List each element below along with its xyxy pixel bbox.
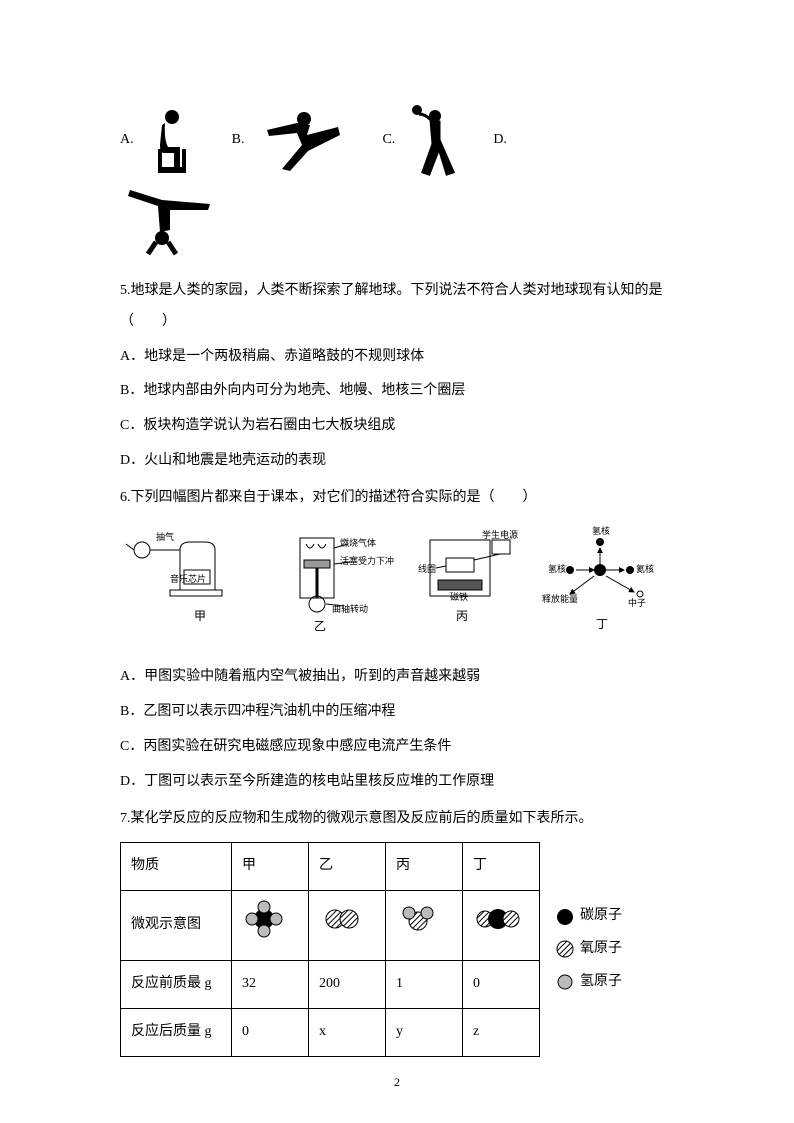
q7-stem: 7.某化学反应的反应物和生成物的微观示意图及反应前后的质量如下表所示。	[120, 804, 674, 835]
q6-label-magnet: 磁铁	[450, 591, 468, 602]
q7-legend-oxygen-label: 氧原子	[580, 934, 622, 965]
q7-micro-yi	[309, 891, 386, 961]
q6-label-shaft: 曲轴转动	[332, 603, 368, 614]
q7-legend-oxygen: 氧原子	[556, 934, 622, 965]
q5-stem: 5.地球是人类的家园，人类不断探索了解地球。下列说法不符合人类对地球现有认知的是…	[120, 276, 674, 338]
q4-figure-d	[120, 186, 220, 256]
q7-before-bing: 1	[386, 960, 463, 1008]
q6-label-piston: 活塞受力下冲	[340, 555, 394, 566]
q6-option-b: B．乙图可以表示四冲程汽油机中的压缩冲程	[120, 697, 674, 728]
q7-micro-jia	[232, 891, 309, 961]
q6-label-coil: 线圈	[418, 563, 436, 574]
q7-h-bing: 丙	[386, 843, 463, 891]
q7-after-jia: 0	[232, 1008, 309, 1056]
q7-legend-hydrogen: 氢原子	[556, 967, 622, 998]
q7-row-before: 反应前质最 g	[121, 960, 232, 1008]
q4-figure-b	[252, 105, 352, 175]
q4-label-a: A.	[120, 125, 134, 156]
q4-figure-c	[403, 100, 463, 180]
q4-label-c: C.	[382, 125, 395, 156]
page-number: 2	[0, 1069, 794, 1095]
q6-stem: 6.下列四幅图片都来自于课本，对它们的描述符合实际的是（ ）	[120, 483, 674, 514]
q4-figure-a	[142, 105, 202, 175]
q7-before-ding: 0	[463, 960, 540, 1008]
q7-micro-bing	[386, 891, 463, 961]
q7-after-bing: y	[386, 1008, 463, 1056]
q4-option-b: B.	[232, 105, 353, 175]
q7-table: 物质 甲 乙 丙 丁 碳原子 氧原子	[120, 842, 632, 1056]
q5-option-c: C．板块构造学说认为岩石圈由七大板块组成	[120, 411, 674, 442]
q6-option-d: D．丁图可以表示至今所建造的核电站里核反应堆的工作原理	[120, 767, 674, 798]
q6-label-neutron: 中子	[628, 597, 646, 608]
q6-label-henuc: 氦核	[636, 563, 654, 574]
q6-label-hnuc-top: 氢核	[592, 525, 610, 536]
q4-option-d: D.	[493, 125, 515, 156]
q6-option-c: C．丙图实验在研究电磁感应现象中感应电流产生条件	[120, 732, 674, 763]
q7-before-yi: 200	[309, 960, 386, 1008]
q4-label-b: B.	[232, 125, 245, 156]
q5-option-b: B．地球内部由外向内可分为地壳、地幔、地核三个圈层	[120, 376, 674, 407]
q4-option-c: C.	[382, 100, 463, 180]
q7-micro-ding	[463, 891, 540, 961]
q7-h-yi: 乙	[309, 843, 386, 891]
q7-legend-carbon-label: 碳原子	[580, 901, 622, 932]
q6-label-ding: 丁	[596, 617, 608, 631]
q7-legend: 碳原子 氧原子 氢原子	[540, 843, 633, 1056]
q5-option-d: D．火山和地震是地壳运动的表现	[120, 446, 674, 477]
q6-diagram: 音乐芯片 抽气 甲 燃烧气体 活塞受力下冲 曲轴转动	[120, 520, 674, 653]
q7-after-ding: z	[463, 1008, 540, 1056]
q7-before-jia: 32	[232, 960, 309, 1008]
q6-label-yi: 乙	[314, 619, 326, 633]
q6-label-jia: 甲	[194, 609, 206, 623]
q5-option-a: A．地球是一个两极稍扁、赤道略鼓的不规则球体	[120, 342, 674, 373]
q7-legend-hydrogen-label: 氢原子	[580, 967, 622, 998]
q7-h-ding: 丁	[463, 843, 540, 891]
q6-label-hnuc-left: 氢核	[548, 563, 566, 574]
q4-option-a: A.	[120, 105, 202, 175]
q6-label-burning: 燃烧气体	[340, 537, 376, 548]
q7-after-yi: x	[309, 1008, 386, 1056]
q6-option-a: A．甲图实验中随着瓶内空气被抽出，听到的声音越来越弱	[120, 662, 674, 693]
q4-options: A. B. C.	[120, 100, 674, 256]
q7-h-jia: 甲	[232, 843, 309, 891]
q7-legend-carbon: 碳原子	[556, 901, 622, 932]
q6-label-ps: 学生电源	[482, 529, 518, 540]
q7-row-micro: 微观示意图	[121, 891, 232, 961]
q4-label-d: D.	[493, 125, 507, 156]
q6-label-pump: 抽气	[156, 531, 174, 542]
q6-label-music-chip: 音乐芯片	[170, 573, 206, 584]
q7-row-after: 反应后质量 g	[121, 1008, 232, 1056]
q6-label-bing: 丙	[456, 609, 468, 623]
q6-label-release: 释放能量	[542, 593, 578, 604]
q7-h-substance: 物质	[121, 843, 232, 891]
